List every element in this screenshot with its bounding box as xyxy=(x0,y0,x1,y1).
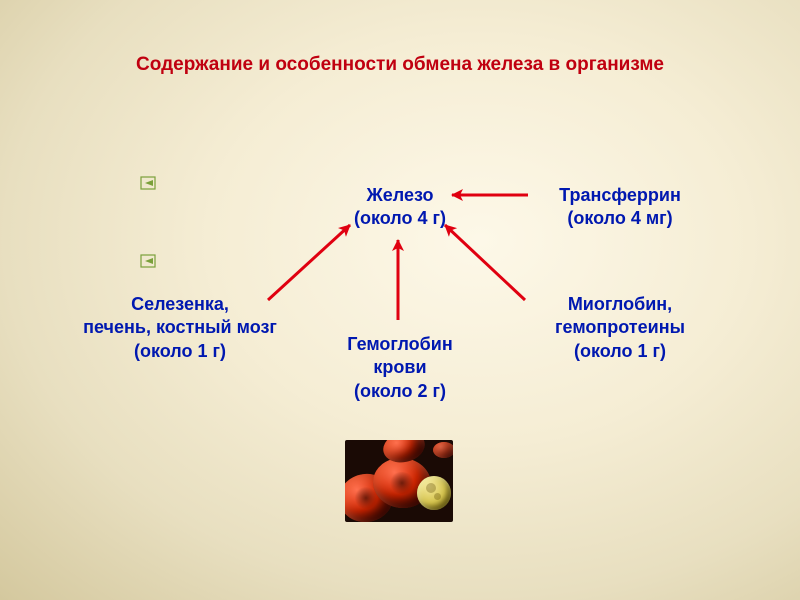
node-hemoglobin: Гемоглобинкрови(около 2 г) xyxy=(310,333,490,403)
diagram-title: Содержание и особенности обмена железа в… xyxy=(0,54,800,76)
blood-cells-image xyxy=(345,440,453,522)
node-transferrin: Трансферрин(около 4 мг) xyxy=(520,184,720,231)
node-myoglobin: Миоглобин,гемопротеины(около 1 г) xyxy=(515,293,725,363)
node-spleen: Селезенка,печень, костный мозг(около 1 г… xyxy=(50,293,310,363)
node-iron-center: Железо(около 4 г) xyxy=(310,184,490,231)
